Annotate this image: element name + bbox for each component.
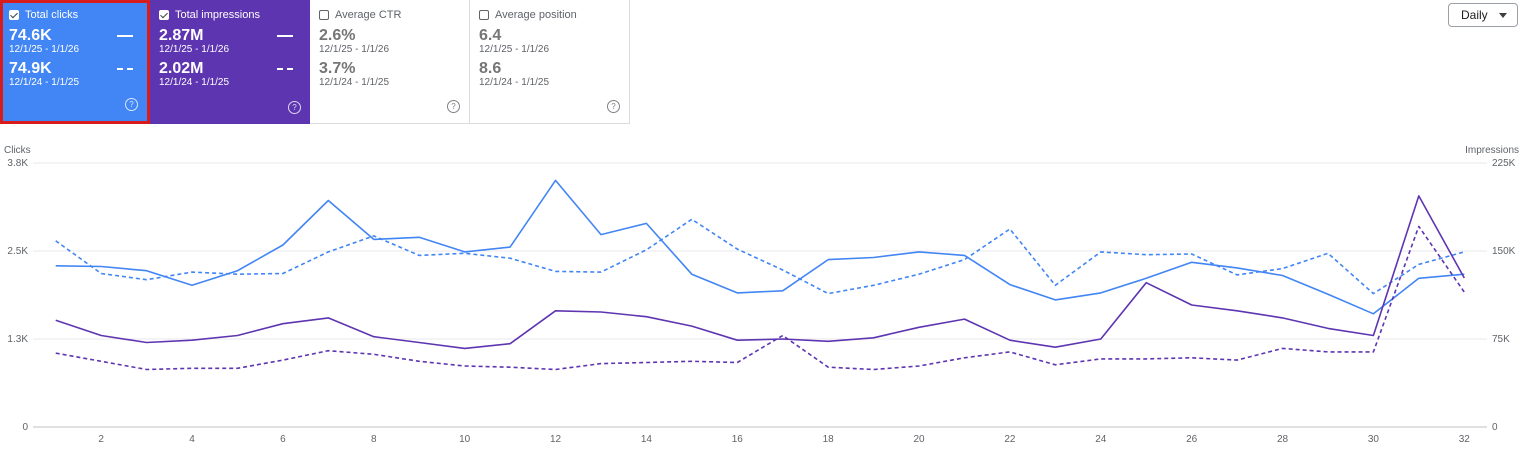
average-ctr-card[interactable]: Average CTR 2.6% 12/1/25 - 1/1/26 3.7% 1…: [310, 0, 470, 124]
current-range: 12/1/25 - 1/1/26: [159, 44, 230, 55]
right-tick-label: 150K: [1492, 246, 1516, 257]
current-range: 12/1/25 - 1/1/26: [479, 44, 550, 55]
metric-cards: Total clicks 74.6K 12/1/25 - 1/1/26 74.9…: [0, 0, 630, 125]
x-tick-label: 20: [913, 434, 925, 445]
card-label: Total impressions: [175, 9, 260, 21]
x-tick-label: 6: [280, 434, 286, 445]
left-tick-label: 1.3K: [7, 334, 28, 345]
left-axis-title: Clicks: [4, 145, 31, 156]
left-tick-label: 0: [22, 422, 28, 433]
x-tick-label: 30: [1368, 434, 1380, 445]
x-tick-label: 22: [1004, 434, 1016, 445]
previous-range: 12/1/24 - 1/1/25: [319, 77, 390, 88]
right-axis-title: Impressions: [1465, 145, 1519, 156]
right-tick-label: 75K: [1492, 334, 1510, 345]
checkbox-unchecked-icon[interactable]: [479, 10, 489, 20]
solid-line-icon: [117, 34, 133, 37]
current-value: 2.87M: [159, 27, 204, 44]
checkbox-unchecked-icon[interactable]: [319, 10, 329, 20]
dashed-line-icon: [117, 67, 133, 70]
checkbox-checked-icon[interactable]: [9, 10, 19, 20]
previous-metric: 74.9K 12/1/24 - 1/1/25: [9, 60, 141, 89]
x-tick-label: 14: [641, 434, 653, 445]
dashed-line-icon: [277, 67, 293, 70]
total-clicks-card[interactable]: Total clicks 74.6K 12/1/25 - 1/1/26 74.9…: [0, 0, 150, 124]
x-tick-label: 8: [371, 434, 377, 445]
right-tick-label: 225K: [1492, 158, 1516, 169]
x-tick-label: 32: [1459, 434, 1471, 445]
x-tick-label: 26: [1186, 434, 1198, 445]
series-line-clicks-dashed: [55, 218, 1465, 295]
previous-range: 12/1/24 - 1/1/25: [9, 77, 80, 88]
current-metric: 6.4 12/1/25 - 1/1/26: [479, 27, 620, 56]
previous-value: 74.9K: [9, 60, 52, 77]
x-tick-label: 4: [189, 434, 195, 445]
current-range: 12/1/25 - 1/1/26: [319, 44, 390, 55]
series-line-impressions-solid: [55, 195, 1465, 350]
average-position-card[interactable]: Average position 6.4 12/1/25 - 1/1/26 8.…: [470, 0, 630, 124]
previous-range: 12/1/24 - 1/1/25: [159, 77, 230, 88]
current-value: 74.6K: [9, 27, 52, 44]
previous-value: 8.6: [479, 60, 502, 77]
x-tick-label: 10: [459, 434, 471, 445]
current-metric: 2.6% 12/1/25 - 1/1/26: [319, 27, 460, 56]
card-label: Average position: [495, 9, 577, 21]
card-header: Average position: [479, 8, 620, 22]
series-line-clicks-solid: [55, 179, 1465, 315]
caret-down-icon: [1499, 13, 1507, 18]
series-line-impressions-dashed: [55, 225, 1465, 371]
x-tick-label: 28: [1277, 434, 1289, 445]
help-icon[interactable]: ?: [288, 101, 301, 114]
current-metric: 2.87M 12/1/25 - 1/1/26: [159, 27, 301, 56]
previous-metric: 3.7% 12/1/24 - 1/1/25: [319, 60, 460, 89]
x-tick-label: 16: [732, 434, 744, 445]
x-tick-label: 24: [1095, 434, 1107, 445]
x-tick-label: 2: [98, 434, 104, 445]
previous-value: 3.7%: [319, 60, 356, 77]
card-header: Total impressions: [159, 8, 301, 22]
current-metric: 74.6K 12/1/25 - 1/1/26: [9, 27, 141, 56]
checkbox-checked-icon[interactable]: [159, 10, 169, 20]
help-icon[interactable]: ?: [125, 98, 138, 111]
card-label: Average CTR: [335, 9, 402, 21]
card-header: Average CTR: [319, 8, 460, 22]
total-impressions-card[interactable]: Total impressions 2.87M 12/1/25 - 1/1/26…: [150, 0, 310, 124]
right-tick-label: 0: [1492, 422, 1498, 433]
left-tick-label: 3.8K: [7, 158, 28, 169]
x-tick-label: 18: [823, 434, 835, 445]
card-header: Total clicks: [9, 8, 141, 22]
current-range: 12/1/25 - 1/1/26: [9, 44, 80, 55]
current-value: 6.4: [479, 27, 502, 44]
granularity-label: Daily: [1461, 8, 1488, 22]
help-icon[interactable]: ?: [607, 100, 620, 113]
previous-metric: 2.02M 12/1/24 - 1/1/25: [159, 60, 301, 89]
granularity-dropdown[interactable]: Daily: [1448, 3, 1518, 27]
help-icon[interactable]: ?: [447, 100, 460, 113]
previous-value: 2.02M: [159, 60, 204, 77]
solid-line-icon: [277, 34, 293, 37]
previous-metric: 8.6 12/1/24 - 1/1/25: [479, 60, 620, 89]
left-tick-label: 2.5K: [7, 246, 28, 257]
previous-range: 12/1/24 - 1/1/25: [479, 77, 550, 88]
card-label: Total clicks: [25, 9, 79, 21]
current-value: 2.6%: [319, 27, 356, 44]
x-tick-label: 12: [550, 434, 562, 445]
